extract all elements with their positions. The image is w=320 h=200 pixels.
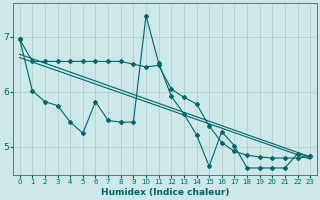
X-axis label: Humidex (Indice chaleur): Humidex (Indice chaleur) [101, 188, 229, 197]
